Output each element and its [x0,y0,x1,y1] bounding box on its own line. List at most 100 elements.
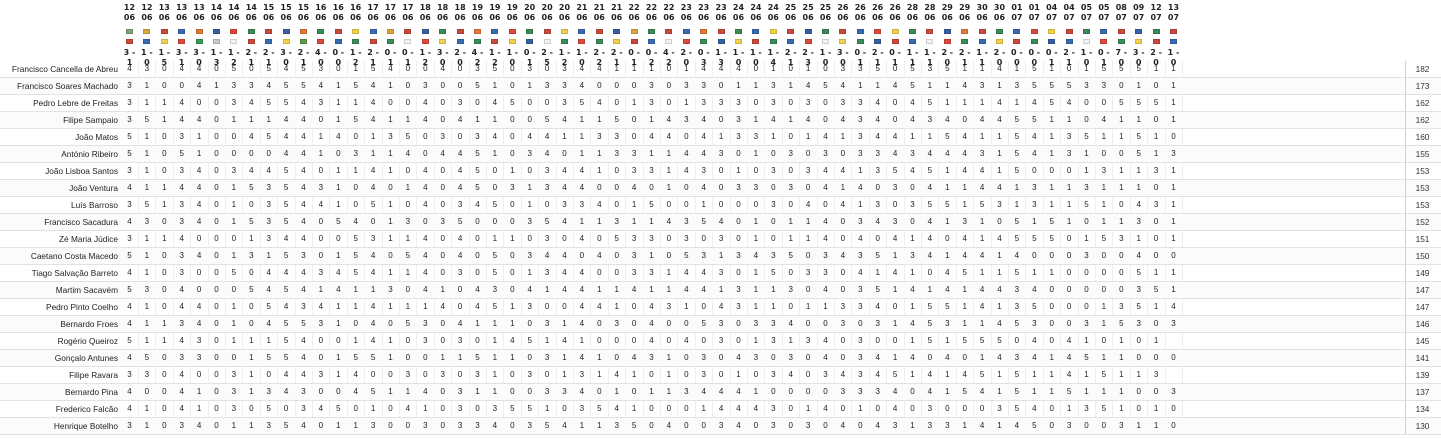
points-cell: 3 [927,115,933,124]
points-cell: 4 [440,64,445,73]
points-cell: 0 [614,166,619,175]
away-team-flag [421,39,429,44]
points-cell: 4 [370,251,376,260]
points-cell: 0 [666,234,672,243]
points-cell: 1 [370,404,376,413]
points-cell: 3 [875,200,880,209]
home-team-flag [247,29,255,34]
points-cell: 3 [858,336,863,345]
player-name: Filipe Sampaio [63,115,118,125]
points-cell: 5 [927,336,933,345]
match-score: 2 - 0 [1150,48,1162,67]
away-team-flag [630,39,638,44]
points-cell: 3 [718,149,724,158]
points-cell: 1 [1171,285,1176,294]
points-cell: 0 [910,387,915,396]
points-cell: 0 [614,183,619,192]
points-cell: 3 [562,64,567,73]
match-month: 06 [489,13,501,22]
match-month: 06 [802,13,814,22]
match-day: 12 [141,3,153,12]
home-team-flag [317,29,325,34]
points-cell: 3 [788,183,793,192]
points-cell: 1 [945,251,950,260]
points-cell: 0 [162,302,167,311]
match-day: 26 [854,3,866,12]
points-cell: 4 [823,132,828,141]
away-team-flag [317,39,325,44]
points-cell: 0 [405,200,411,209]
points-cell: 0 [214,132,219,141]
points-cell: 1 [1084,64,1089,73]
match-score: 1 - 0 [732,48,745,67]
points-cell: 1 [1136,115,1141,124]
points-cell: 0 [979,404,985,413]
points-cell: 0 [527,166,532,175]
points-cell: 0 [492,183,498,192]
points-cell: 5 [544,421,550,430]
points-cell: 1 [1066,115,1072,124]
points-cell: 3 [823,268,828,277]
points-cell: 4 [875,98,880,107]
points-cell: 4 [962,81,967,90]
points-cell: 5 [544,115,550,124]
points-cell: 0 [805,319,811,328]
points-cell: 4 [423,285,428,294]
points-cell: 3 [858,98,863,107]
points-cell: 0 [684,319,689,328]
points-cell: 0 [1049,319,1054,328]
points-cell: 4 [405,149,411,158]
points-cell: 1 [336,166,341,175]
points-cell: 0 [579,251,585,260]
points-cell: 5 [266,302,271,311]
match-day: 23 [680,3,692,12]
match-day: 24 [732,3,745,12]
points-cell: 0 [736,217,741,226]
points-cell: 4 [579,234,585,243]
match-month: 06 [889,13,901,22]
points-cell: 0 [510,149,515,158]
points-cell: 0 [370,217,376,226]
points-cell: 0 [736,268,741,277]
points-cell: 4 [771,115,776,124]
points-cell: 1 [805,132,811,141]
match-month: 06 [228,13,240,22]
player-name: Pedro Lebre de Freitas [33,98,118,108]
points-cell: 1 [1066,404,1072,413]
points-cell: 4 [457,183,463,192]
points-cell: 0 [1136,387,1141,396]
points-cell: 4 [962,132,967,141]
points-cell: 1 [231,251,237,260]
points-cell: 0 [805,285,811,294]
points-cell: 3 [910,149,915,158]
player-total: 141 [1405,350,1439,366]
points-cell: 0 [562,404,567,413]
points-cell: 0 [701,421,706,430]
points-cell: 0 [214,149,219,158]
points-cell: 0 [423,353,428,362]
points-cell: 0 [475,217,480,226]
points-cell: 1 [214,81,219,90]
player-name: Francisco Soares Machado [17,81,118,91]
points-cell: 5 [1032,81,1037,90]
points-cell: 3 [492,285,498,294]
points-cell: 1 [562,319,567,328]
points-cell: 5 [1049,98,1054,107]
points-cell: 5 [301,319,306,328]
points-cell: 0 [510,285,515,294]
points-cell: 4 [823,183,828,192]
match-score: 1 - 3 [210,48,223,67]
points-cell: 3 [562,81,567,90]
points-cell: 5 [1101,64,1107,73]
away-team-flag [230,39,238,44]
home-team-flag [230,29,238,34]
points-cell: 1 [370,132,376,141]
points-cell: 4 [249,132,254,141]
away-team-flag [996,39,1003,44]
points-cell: 4 [701,285,706,294]
match-month: 06 [767,13,779,22]
points-cell: 5 [910,64,915,73]
points-cell: 1 [910,421,915,430]
points-cell: 5 [249,217,254,226]
match-score: 2 - 0 [454,48,466,67]
